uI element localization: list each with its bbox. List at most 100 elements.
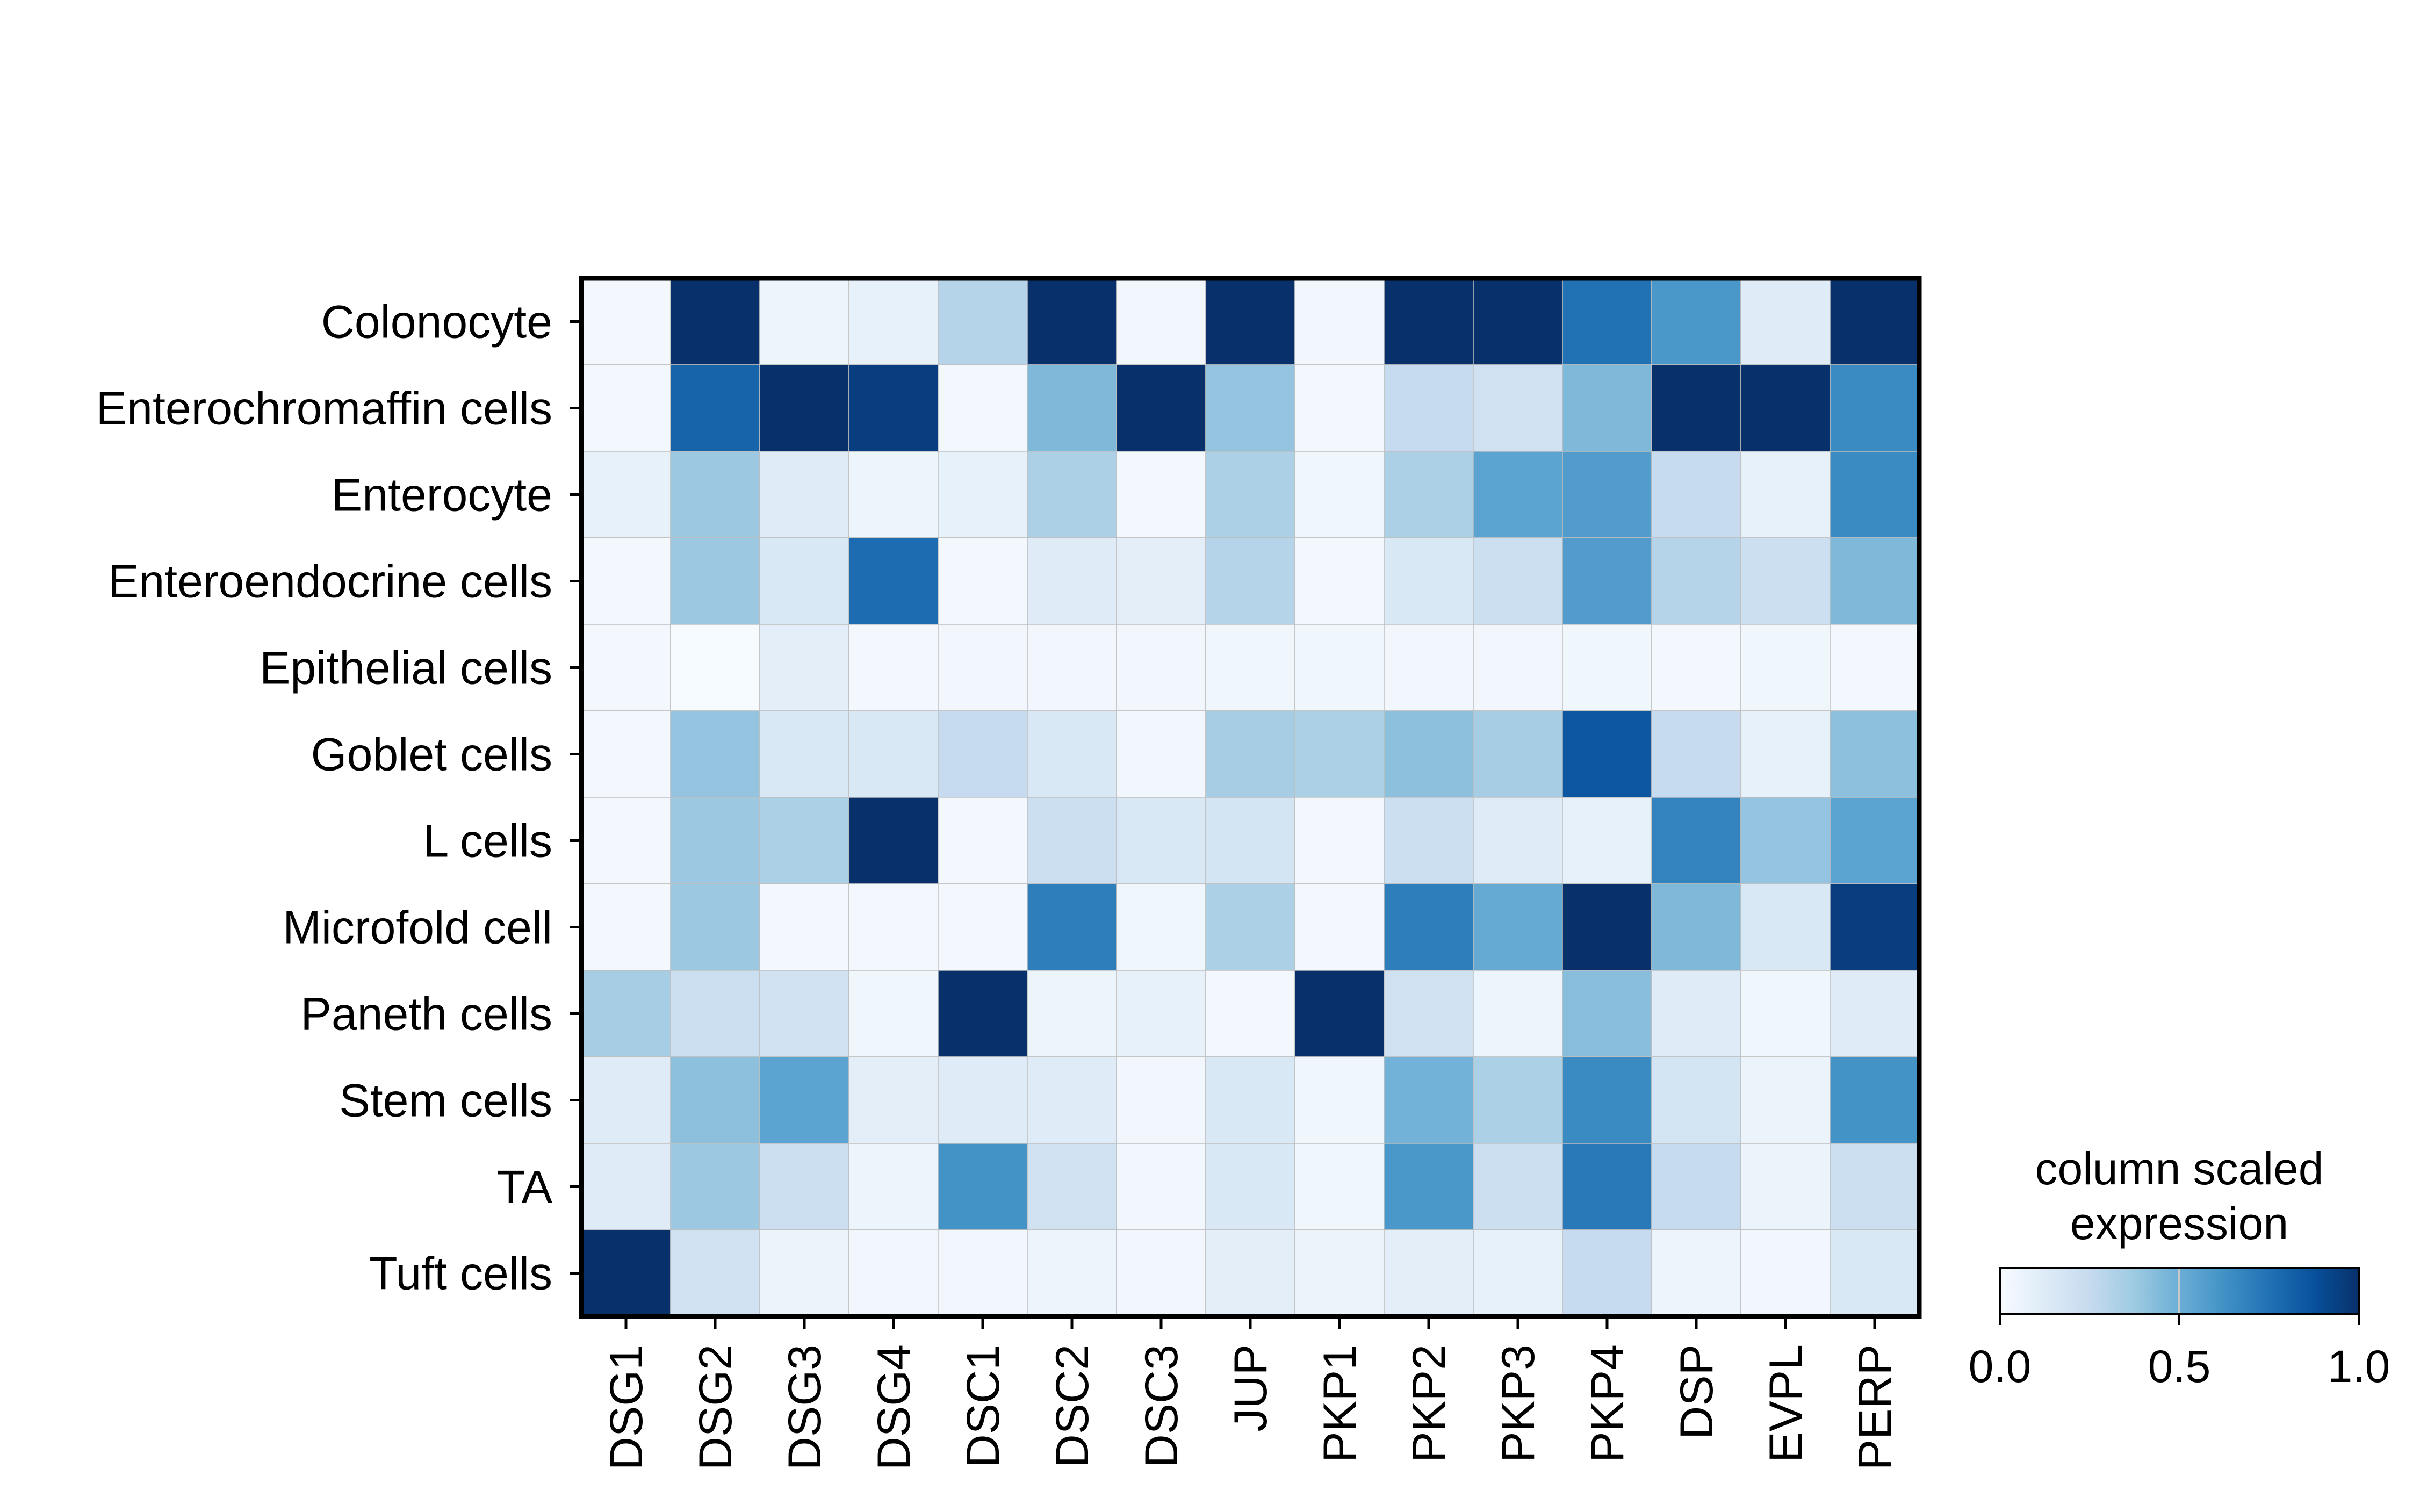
heatmap-cell	[1294, 710, 1385, 798]
heatmap-cell	[1027, 710, 1117, 798]
heatmap-cell	[1205, 364, 1295, 452]
heatmap-cell	[1740, 364, 1831, 452]
column-label: JUP	[1225, 1344, 1277, 1431]
heatmap-cell	[1294, 278, 1385, 365]
heatmap-cell	[1740, 1229, 1831, 1317]
heatmap-cell	[581, 1229, 671, 1317]
heatmap-cell	[1116, 451, 1206, 538]
heatmap-cell	[670, 451, 760, 538]
heatmap-cell	[1651, 883, 1741, 971]
heatmap-cell	[938, 364, 1028, 452]
heatmap-cell	[1384, 883, 1474, 971]
heatmap-cell	[670, 970, 760, 1057]
row-label: Enterocyte	[332, 470, 552, 521]
heatmap-cell	[1205, 970, 1295, 1057]
heatmap-cell	[848, 1143, 939, 1230]
heatmap-cell	[1830, 970, 1920, 1057]
heatmap-cell	[1651, 1229, 1741, 1317]
column-label: DSP	[1671, 1344, 1723, 1439]
heatmap-cell	[1473, 797, 1563, 884]
heatmap-cell	[1027, 883, 1117, 971]
heatmap-cell	[1562, 710, 1652, 798]
colorbar-tick-label: 0.5	[2148, 1341, 2211, 1392]
row-labels: Colonocyte Enterochromaffin cells Enterocy…	[96, 297, 579, 1300]
heatmap-cell	[1830, 710, 1920, 798]
heatmap-cell	[1830, 883, 1920, 971]
heatmap-cell	[938, 537, 1028, 625]
heatmap-cell	[1651, 710, 1741, 798]
heatmap-cell	[848, 278, 939, 365]
heatmap-cell	[1562, 537, 1652, 625]
heatmap-cell	[1473, 1056, 1563, 1144]
heatmap-cell	[1384, 1229, 1474, 1317]
heatmap-cell	[1027, 970, 1117, 1057]
heatmap-cell	[1205, 1056, 1295, 1144]
heatmap-cell	[1205, 1143, 1295, 1230]
row-label: L cells	[423, 816, 552, 867]
heatmap-cell	[1116, 1229, 1206, 1317]
heatmap-cell	[1384, 1143, 1474, 1230]
heatmap-cell	[938, 1229, 1028, 1317]
column-label: PKP4	[1582, 1344, 1633, 1463]
heatmap-cell	[1562, 970, 1652, 1057]
heatmap-cell	[1562, 624, 1652, 711]
heatmap-cell	[1116, 278, 1206, 365]
heatmap-cell	[1384, 278, 1474, 365]
heatmap-cell	[1830, 797, 1920, 884]
column-label: PKP3	[1493, 1344, 1544, 1463]
column-label: DSG2	[690, 1344, 741, 1470]
heatmap-cell	[1740, 970, 1831, 1057]
heatmap-cell	[759, 797, 849, 884]
row-label: Paneth cells	[300, 989, 552, 1040]
heatmap-cell	[759, 1056, 849, 1144]
heatmap-cell	[938, 1056, 1028, 1144]
heatmap-cell	[1473, 451, 1563, 538]
heatmap-cell	[1027, 278, 1117, 365]
heatmap-cell	[759, 970, 849, 1057]
heatmap-cell	[759, 278, 849, 365]
heatmap-cell	[1205, 710, 1295, 798]
column-label: DSG4	[868, 1344, 920, 1470]
heatmap-cell	[848, 1056, 939, 1144]
heatmap-cell	[1294, 883, 1385, 971]
heatmap-cell	[1027, 364, 1117, 452]
heatmap-cell	[581, 364, 671, 452]
column-label: DSG3	[779, 1344, 831, 1470]
colorbar-tick-label: 1.0	[2328, 1341, 2390, 1392]
column-label: PKP2	[1403, 1344, 1455, 1463]
heatmap-cell	[1651, 537, 1741, 625]
heatmap-cell	[1294, 970, 1385, 1057]
heatmap-cell	[848, 883, 939, 971]
heatmap-cell	[581, 970, 671, 1057]
heatmap-cell	[581, 1143, 671, 1230]
heatmap-cell	[848, 624, 939, 711]
heatmap-cell	[1473, 710, 1563, 798]
heatmap-cell	[1294, 1056, 1385, 1144]
row-label: Goblet cells	[311, 729, 552, 781]
heatmap-cell	[1651, 970, 1741, 1057]
heatmap-cell	[938, 624, 1028, 711]
heatmap-cell	[1473, 537, 1563, 625]
row-label: Colonocyte	[321, 297, 552, 348]
heatmap-cell	[1294, 1229, 1385, 1317]
heatmap-cell	[759, 1229, 849, 1317]
heatmap-cell	[1830, 364, 1920, 452]
heatmap-cell	[1740, 451, 1831, 538]
heatmap-cell	[581, 278, 671, 365]
row-label: Microfold cell	[283, 902, 552, 954]
heatmap-cell	[1651, 278, 1741, 365]
heatmap-cell	[581, 624, 671, 711]
heatmap-cell	[1205, 278, 1295, 365]
row-label: Enterochromaffin cells	[96, 383, 552, 435]
heatmap-cell	[1562, 797, 1652, 884]
heatmap-cell	[1384, 1056, 1474, 1144]
heatmap-cell	[1651, 1056, 1741, 1144]
heatmap-cell	[1384, 364, 1474, 452]
heatmap-cell	[1562, 1056, 1652, 1144]
heatmap-cell	[1027, 797, 1117, 884]
heatmap-cell	[1651, 451, 1741, 538]
heatmap-cell	[938, 278, 1028, 365]
heatmap-cell	[1473, 1229, 1563, 1317]
heatmap-cell	[1384, 710, 1474, 798]
